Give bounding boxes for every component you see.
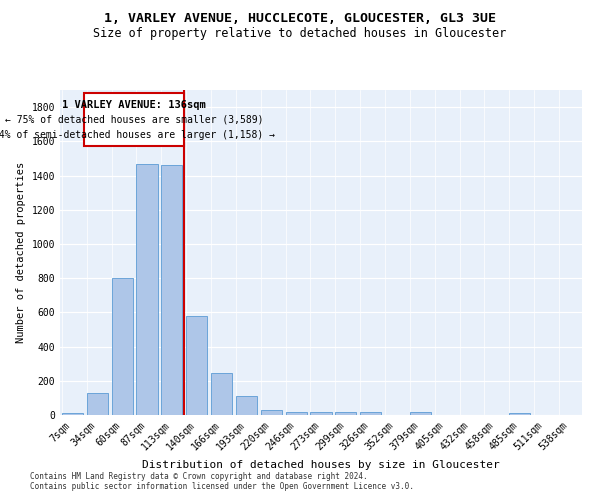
Bar — [136, 164, 158, 415]
Bar — [62, 414, 83, 415]
Text: 1, VARLEY AVENUE, HUCCLECOTE, GLOUCESTER, GL3 3UE: 1, VARLEY AVENUE, HUCCLECOTE, GLOUCESTER… — [104, 12, 496, 26]
Text: Size of property relative to detached houses in Gloucester: Size of property relative to detached ho… — [94, 28, 506, 40]
Bar — [509, 414, 530, 415]
Text: Contains HM Land Registry data © Crown copyright and database right 2024.: Contains HM Land Registry data © Crown c… — [30, 472, 368, 481]
Bar — [211, 373, 232, 415]
Text: 1 VARLEY AVENUE: 136sqm: 1 VARLEY AVENUE: 136sqm — [62, 100, 206, 110]
Bar — [112, 278, 133, 415]
Bar — [261, 410, 282, 415]
Bar — [410, 412, 431, 415]
Bar — [83, 94, 184, 146]
Bar — [335, 412, 356, 415]
Text: ← 75% of detached houses are smaller (3,589): ← 75% of detached houses are smaller (3,… — [5, 115, 263, 125]
Y-axis label: Number of detached properties: Number of detached properties — [16, 162, 26, 343]
Bar — [310, 412, 332, 415]
Bar — [161, 166, 182, 415]
Bar — [360, 412, 381, 415]
Bar — [236, 396, 257, 415]
X-axis label: Distribution of detached houses by size in Gloucester: Distribution of detached houses by size … — [142, 460, 500, 470]
Text: Contains public sector information licensed under the Open Government Licence v3: Contains public sector information licen… — [30, 482, 414, 491]
Bar — [186, 316, 207, 415]
Bar — [286, 412, 307, 415]
Text: 24% of semi-detached houses are larger (1,158) →: 24% of semi-detached houses are larger (… — [0, 130, 275, 140]
Bar — [87, 393, 108, 415]
